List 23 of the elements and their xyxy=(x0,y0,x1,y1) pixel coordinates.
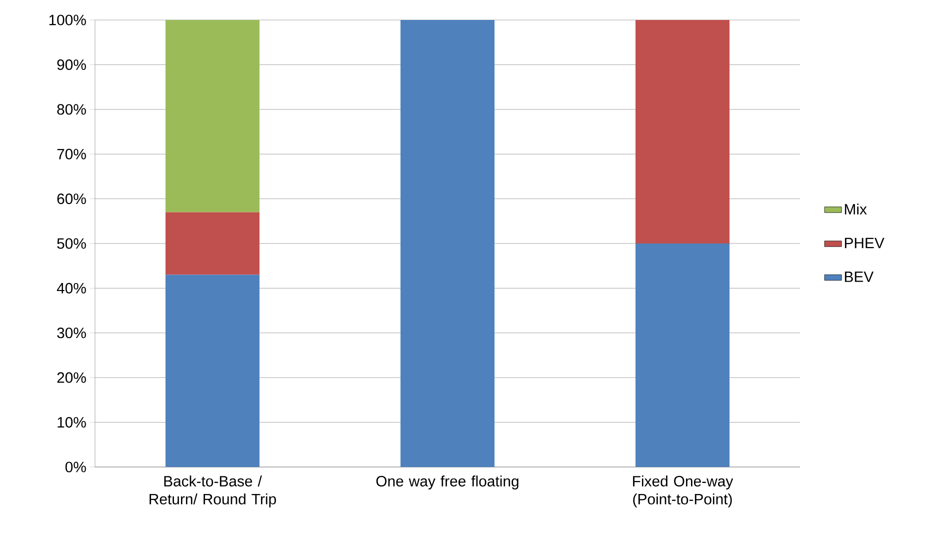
y-tick-label: 100% xyxy=(49,14,86,26)
bar xyxy=(166,20,260,212)
y-tick-label: 90% xyxy=(57,59,86,70)
bar xyxy=(400,20,495,467)
bar xyxy=(166,274,260,467)
y-tick-label: 30% xyxy=(57,328,86,338)
x-tick-label: One way free floating xyxy=(376,476,518,490)
y-tick-label: 50% xyxy=(57,238,86,249)
y-tick-label: 60% xyxy=(57,194,86,204)
bar xyxy=(636,20,730,244)
legend-label: Mix xyxy=(844,204,867,214)
legend-label: PHEV xyxy=(844,238,884,248)
y-tick-label: 70% xyxy=(57,148,86,160)
y-tick-label: 10% xyxy=(58,417,86,428)
bar xyxy=(166,212,260,275)
y-tick-label: 40% xyxy=(56,282,86,294)
x-tick-label: Back-to-Base / Return/ Round Trip xyxy=(150,476,276,508)
y-tick-label: 20% xyxy=(57,372,86,383)
bar xyxy=(636,243,730,467)
y-tick-label: 0% xyxy=(65,462,86,472)
y-tick-label: 80% xyxy=(57,104,86,115)
legend-label: BEV xyxy=(844,272,874,282)
x-tick-label: Fixed One-way (Point-to-Point) xyxy=(633,476,734,508)
